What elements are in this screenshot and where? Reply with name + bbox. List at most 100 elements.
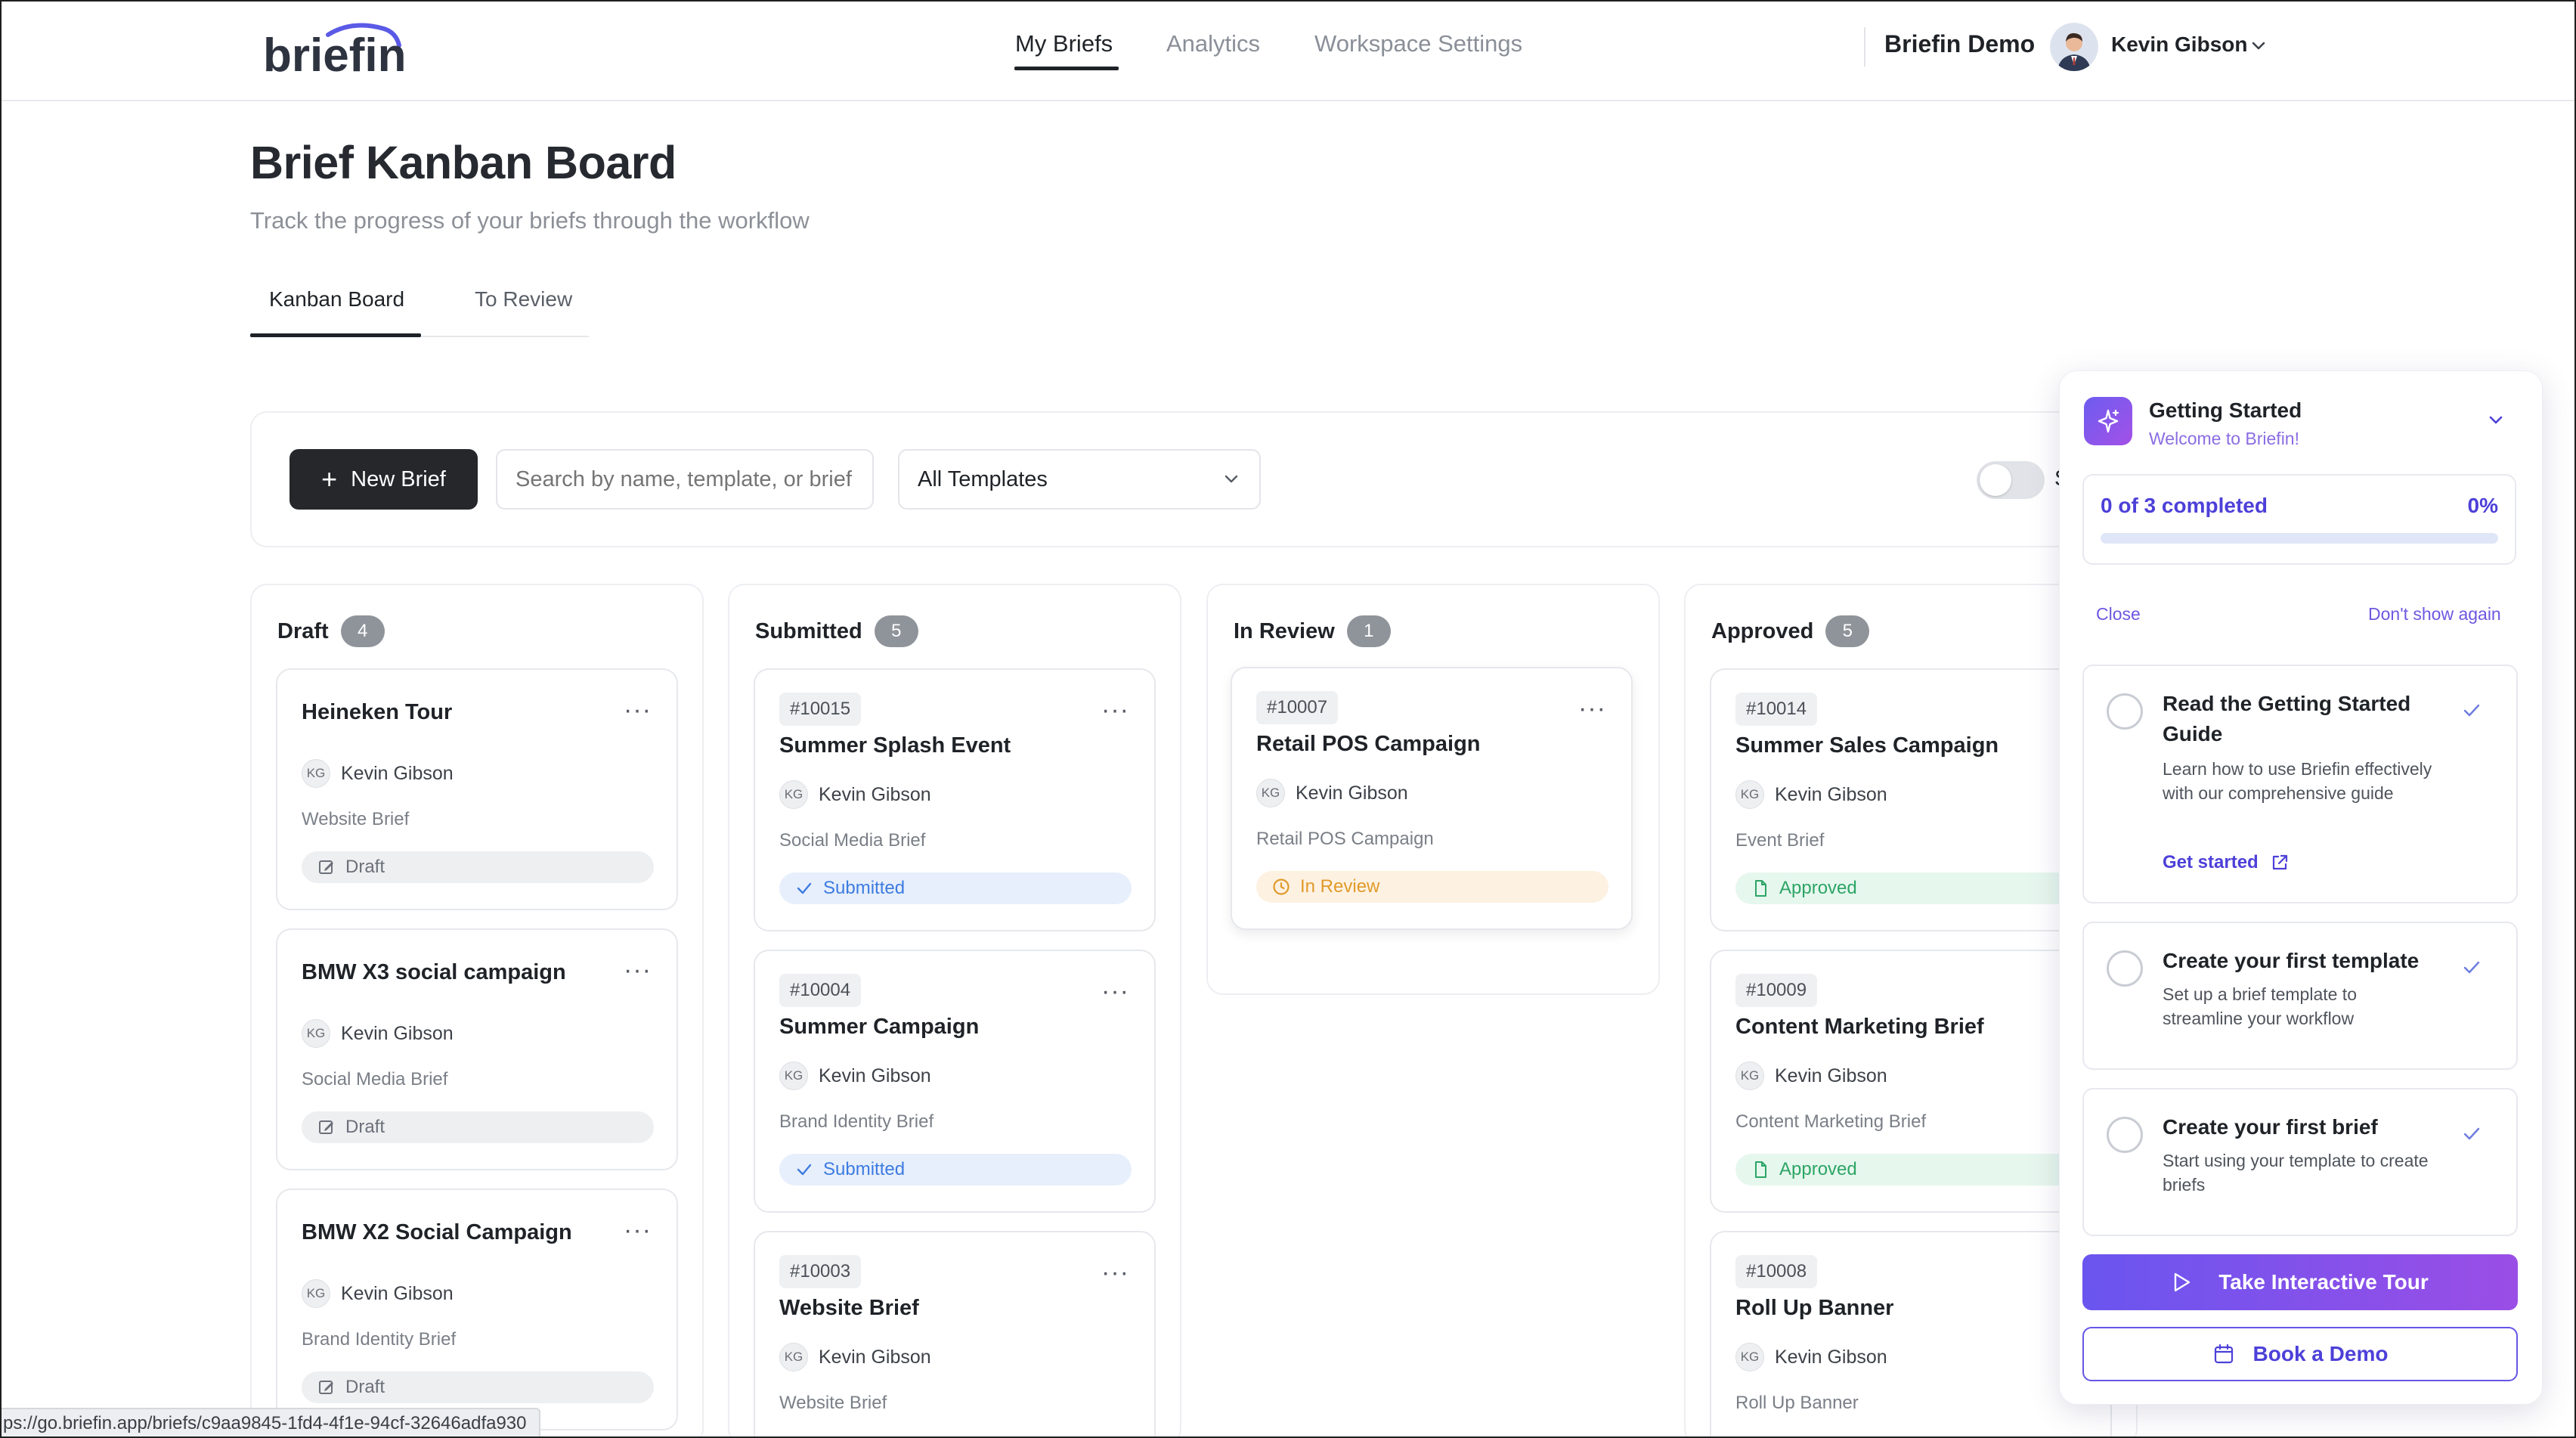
card-owner: KG Kevin Gibson bbox=[1735, 1061, 1887, 1090]
more-options-icon[interactable]: ··· bbox=[1578, 694, 1606, 723]
progress-bar bbox=[2101, 533, 2498, 544]
clock-icon bbox=[1273, 879, 1290, 895]
avatar: KG bbox=[779, 1061, 808, 1090]
card-brief-type: Roll Up Banner bbox=[1735, 1393, 1859, 1413]
more-options-icon[interactable]: ··· bbox=[624, 1216, 652, 1244]
tab-to-review[interactable]: To Review bbox=[475, 287, 573, 311]
card-owner: KG Kevin Gibson bbox=[779, 1061, 931, 1090]
avatar: KG bbox=[1256, 779, 1285, 807]
task-title: Read the Getting Started Guide bbox=[2163, 692, 2411, 745]
getting-started-panel: Getting Started Welcome to Briefin! 0 of… bbox=[2059, 370, 2543, 1405]
owner-name: Kevin Gibson bbox=[1775, 783, 1887, 805]
status-badge: Approved bbox=[1735, 872, 2088, 904]
page-subtitle: Track the progress of your briefs throug… bbox=[250, 207, 810, 234]
user-name[interactable]: Kevin Gibson bbox=[2111, 33, 2248, 56]
new-brief-button[interactable]: + New Brief bbox=[289, 449, 478, 510]
brief-card[interactable]: #10003 Website Brief ··· KG Kevin Gibson… bbox=[754, 1231, 1156, 1438]
tab-active-indicator bbox=[250, 333, 421, 337]
more-options-icon[interactable]: ··· bbox=[1101, 696, 1129, 724]
task-checkbox[interactable] bbox=[2107, 693, 2143, 730]
brief-card[interactable]: BMW X3 social campaign ··· KG Kevin Gibs… bbox=[276, 928, 678, 1170]
task-item[interactable]: Create your first template Set up a brie… bbox=[2082, 922, 2518, 1070]
owner-name: Kevin Gibson bbox=[1296, 782, 1408, 804]
edit-icon bbox=[319, 1381, 333, 1394]
document-icon bbox=[1755, 880, 1766, 897]
more-options-icon[interactable]: ··· bbox=[624, 696, 652, 724]
status-label: Approved bbox=[1779, 878, 1857, 898]
card-brief-type: Brand Identity Brief bbox=[779, 1111, 934, 1132]
task-item[interactable]: Read the Getting Started Guide Learn how… bbox=[2082, 665, 2518, 903]
owner-name: Kevin Gibson bbox=[819, 1346, 931, 1368]
card-owner: KG Kevin Gibson bbox=[1735, 780, 1887, 809]
card-title: Summer Campaign bbox=[779, 1015, 980, 1039]
column-count-badge: 4 bbox=[340, 615, 385, 647]
status-badge: Submitted bbox=[779, 1154, 1132, 1185]
user-avatar[interactable] bbox=[2050, 23, 2098, 71]
getting-started-title: Getting Started bbox=[2149, 398, 2302, 422]
briefin-logo[interactable]: briefin bbox=[263, 17, 414, 85]
task-description: Start using your template to create brie… bbox=[2163, 1151, 2429, 1195]
owner-name: Kevin Gibson bbox=[819, 1065, 931, 1086]
task-checkbox[interactable] bbox=[2107, 950, 2143, 987]
status-badge: Draft bbox=[302, 1111, 654, 1143]
nav-workspace-settings[interactable]: Workspace Settings bbox=[1314, 30, 1523, 57]
brief-card[interactable]: #10004 Summer Campaign ··· KG Kevin Gibs… bbox=[754, 950, 1156, 1213]
column-submitted: Submitted 5 #10015 Summer Splash Event ·… bbox=[728, 584, 1181, 1438]
avatar: KG bbox=[302, 1279, 330, 1308]
nav-my-briefs[interactable]: My Briefs bbox=[1015, 30, 1113, 57]
page-title: Brief Kanban Board bbox=[250, 137, 677, 188]
brief-card[interactable]: #10007 Retail POS Campaign ··· KG Kevin … bbox=[1231, 667, 1633, 930]
view-toggle[interactable] bbox=[1977, 461, 2045, 499]
more-options-icon[interactable]: ··· bbox=[1101, 1258, 1129, 1287]
take-interactive-tour-button[interactable]: Take Interactive Tour bbox=[2082, 1254, 2518, 1310]
card-owner: KG Kevin Gibson bbox=[779, 780, 931, 809]
close-link[interactable]: Close bbox=[2096, 604, 2141, 624]
more-options-icon[interactable]: ··· bbox=[624, 956, 652, 984]
task-checkbox[interactable] bbox=[2107, 1117, 2143, 1153]
get-started-link[interactable]: Get started bbox=[2163, 852, 2290, 873]
status-label: Approved bbox=[1779, 1159, 1857, 1179]
card-id: #10009 bbox=[1735, 974, 1818, 1007]
more-options-icon[interactable]: ··· bbox=[1101, 977, 1129, 1006]
chevron-down-icon[interactable] bbox=[2485, 409, 2507, 432]
template-select-value: All Templates bbox=[918, 466, 1048, 491]
tab-kanban-board[interactable]: Kanban Board bbox=[269, 287, 405, 311]
edit-icon bbox=[319, 860, 333, 874]
card-title: Website Brief bbox=[779, 1296, 919, 1320]
card-id: #10008 bbox=[1735, 1255, 1818, 1288]
card-owner: KG Kevin Gibson bbox=[302, 759, 454, 788]
task-title: Create your first template bbox=[2163, 949, 2420, 972]
brief-card[interactable]: #10008 Roll Up Banner ··· KG Kevin Gibso… bbox=[1710, 1231, 2112, 1438]
brief-card[interactable]: #10014 Summer Sales Campaign ··· KG Kevi… bbox=[1710, 668, 2112, 931]
check-icon bbox=[2463, 961, 2480, 974]
column-draft: Draft 4 Heineken Tour ··· KG Kevin Gibso… bbox=[250, 584, 704, 1438]
workspace-name[interactable]: Briefin Demo bbox=[1884, 30, 2036, 57]
external-link-icon bbox=[2272, 854, 2287, 870]
owner-name: Kevin Gibson bbox=[341, 1282, 454, 1304]
avatar: KG bbox=[779, 780, 808, 809]
task-item[interactable]: Create your first brief Start using your… bbox=[2082, 1088, 2518, 1236]
brief-card[interactable]: #10015 Summer Splash Event ··· KG Kevin … bbox=[754, 668, 1156, 931]
card-title: Summer Splash Event bbox=[779, 733, 1011, 758]
card-title: Heineken Tour bbox=[302, 700, 453, 724]
status-badge: Approved bbox=[1735, 1154, 2088, 1185]
nav-analytics[interactable]: Analytics bbox=[1166, 30, 1261, 57]
brief-card[interactable]: BMW X2 Social Campaign ··· KG Kevin Gibs… bbox=[276, 1189, 678, 1430]
avatar: KG bbox=[302, 759, 330, 788]
column-count-badge: 1 bbox=[1346, 615, 1391, 647]
card-owner: KG Kevin Gibson bbox=[779, 1343, 931, 1371]
chevron-down-icon[interactable] bbox=[2249, 36, 2268, 56]
template-select[interactable]: All Templates bbox=[898, 449, 1261, 510]
book-demo-button[interactable]: Book a Demo bbox=[2082, 1327, 2518, 1381]
task-description: Learn how to use Briefin effectively wit… bbox=[2163, 759, 2432, 803]
search-input[interactable] bbox=[496, 449, 874, 510]
task-description: Set up a brief template to streamline yo… bbox=[2163, 984, 2357, 1028]
brief-card[interactable]: Heineken Tour ··· KG Kevin Gibson Websit… bbox=[276, 668, 678, 910]
brief-card[interactable]: #10009 Content Marketing Brief ··· KG Ke… bbox=[1710, 950, 2112, 1213]
status-badge: In Review bbox=[1256, 871, 1608, 903]
status-label: In Review bbox=[1300, 876, 1380, 897]
plus-icon: + bbox=[321, 463, 338, 494]
progress-card: 0 of 3 completed 0% bbox=[2082, 474, 2516, 565]
avatar: KG bbox=[302, 1019, 330, 1048]
dont-show-again-link[interactable]: Don't show again bbox=[2368, 604, 2501, 624]
